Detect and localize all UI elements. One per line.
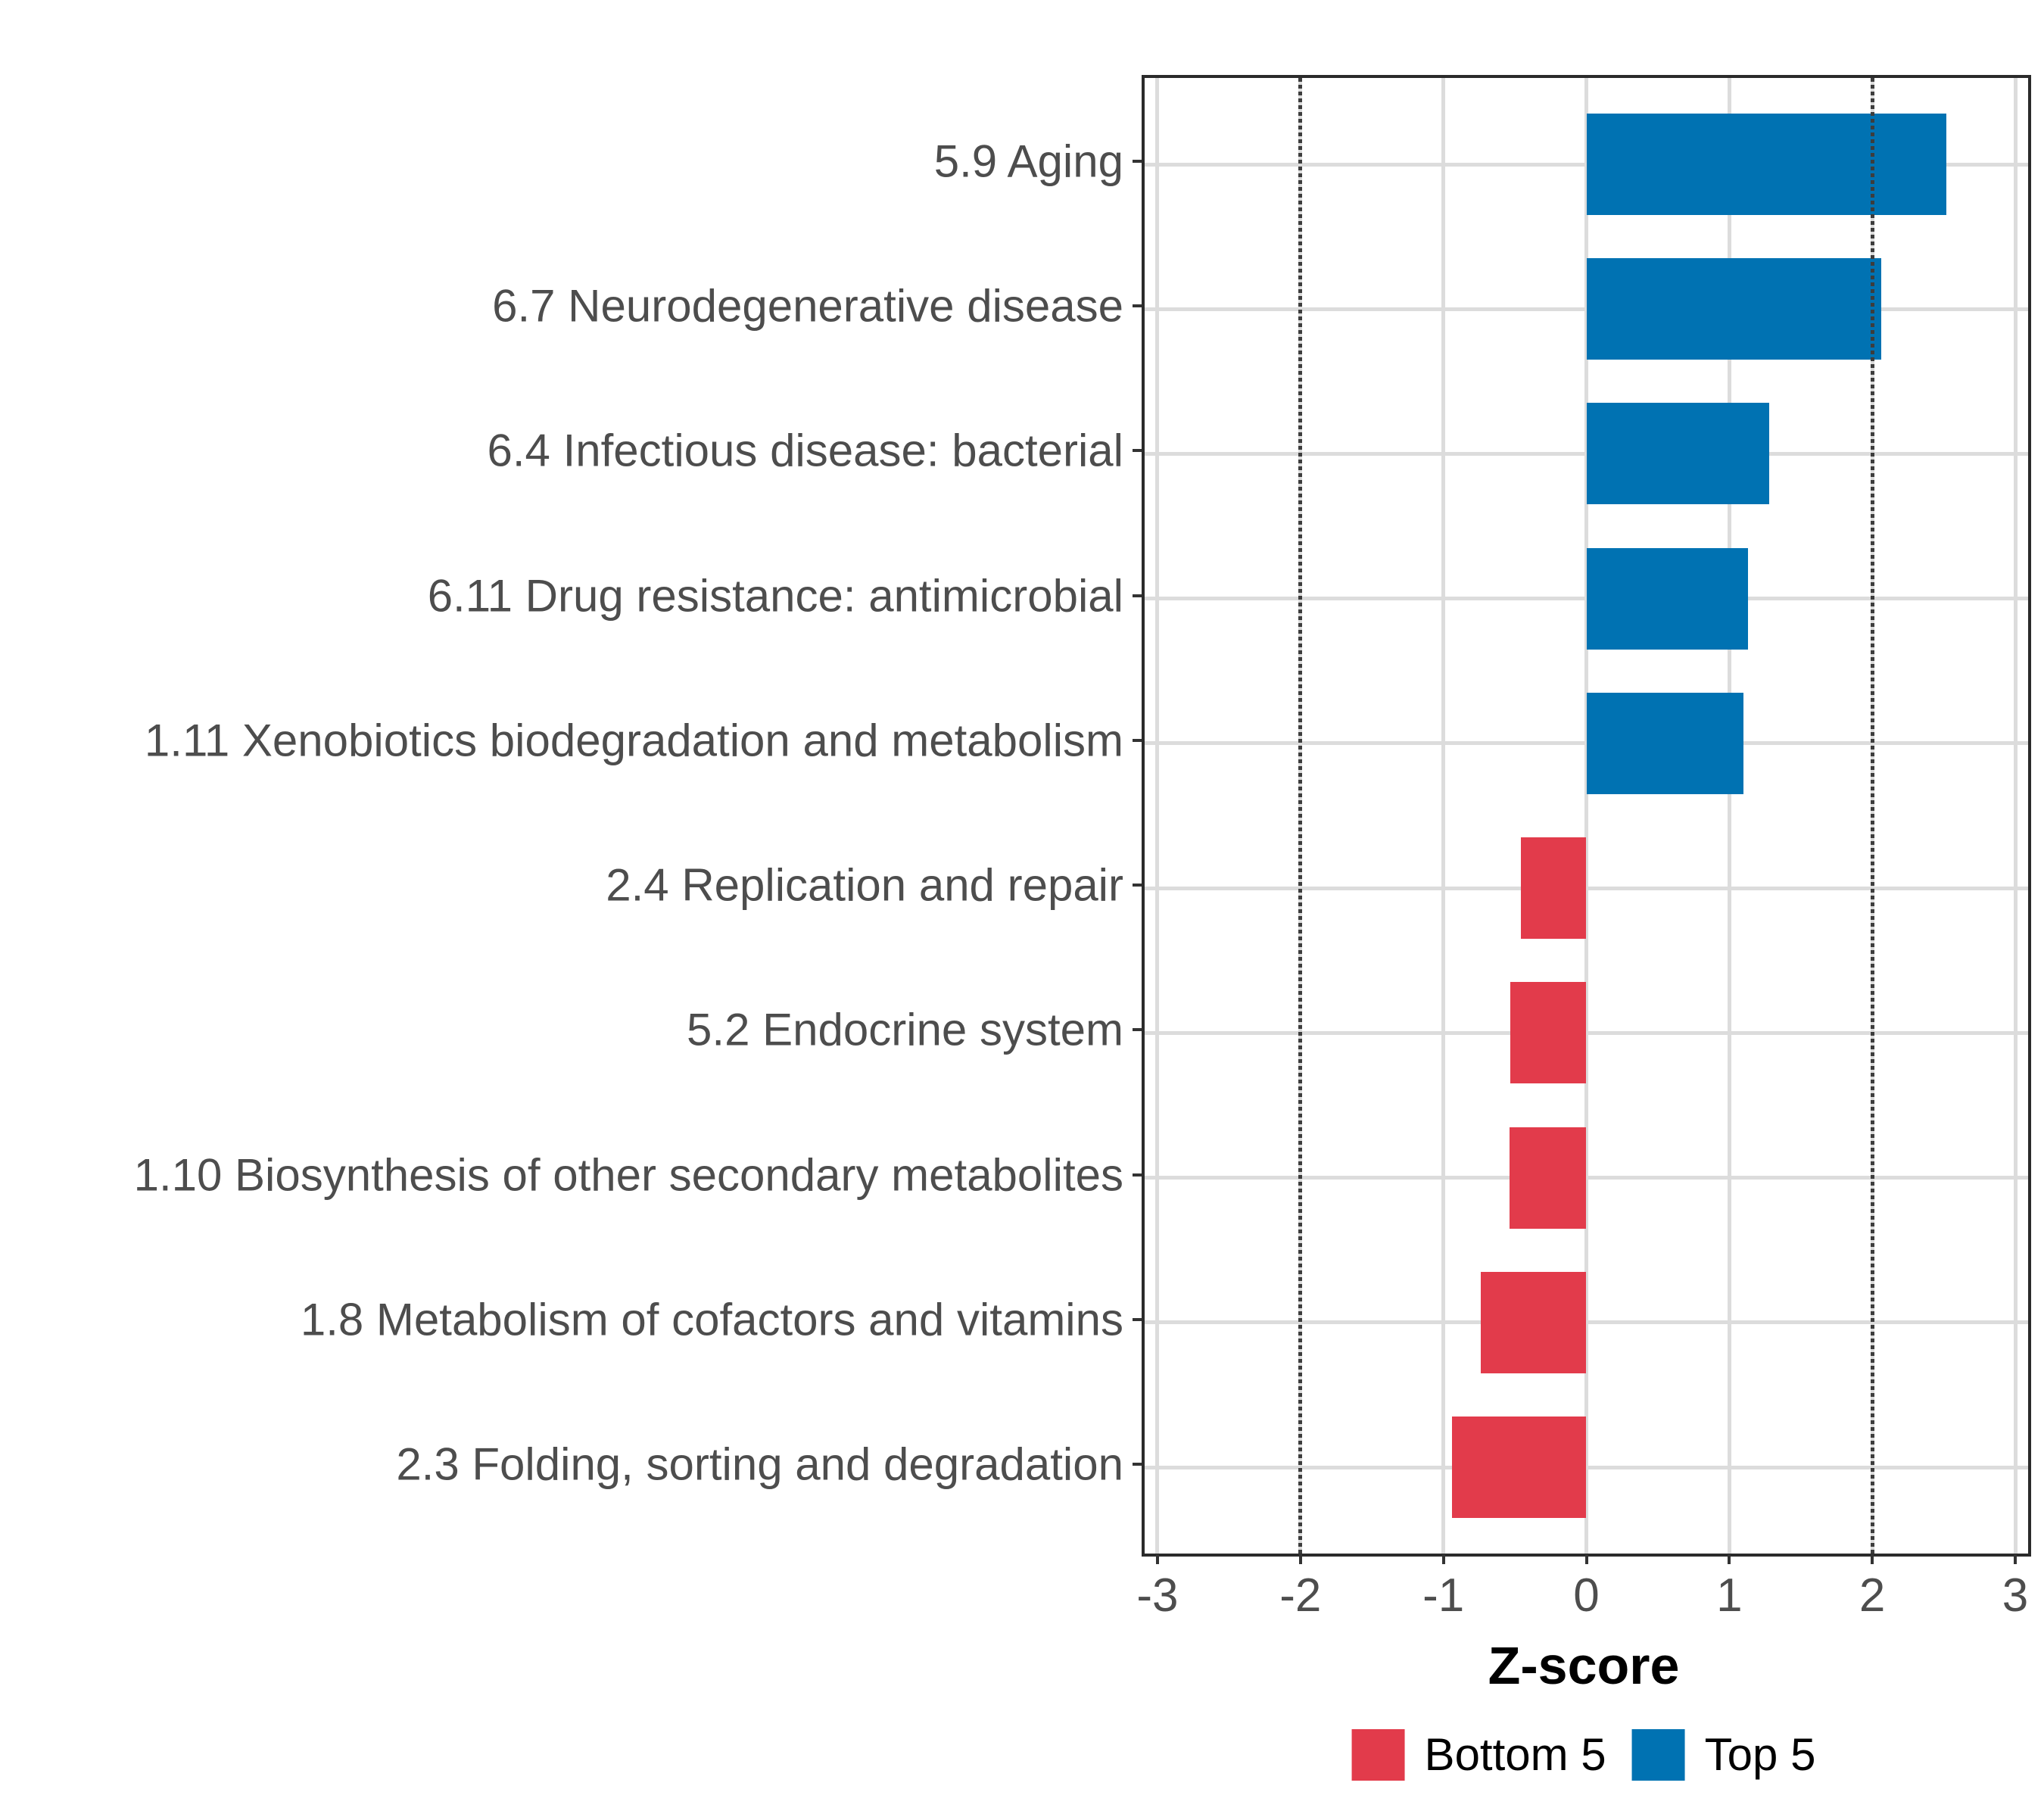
y-axis-label: 1.8 Metabolism of cofactors and vitamins xyxy=(300,1294,1123,1345)
bar-1-8-metabolism-of-cofactors-and-vitamins xyxy=(1480,1271,1587,1373)
x-tick-mark xyxy=(1871,1554,1874,1564)
x-tick-label: -2 xyxy=(1279,1569,1322,1622)
y-axis-label: 5.2 Endocrine system xyxy=(687,1004,1123,1055)
y-tick-mark xyxy=(1133,1028,1142,1032)
x-tick-mark xyxy=(1441,1554,1445,1564)
y-tick-mark xyxy=(1133,304,1142,308)
y-tick-mark xyxy=(1133,160,1142,163)
x-gridline xyxy=(1584,78,1588,1554)
bar-5-2-endocrine-system xyxy=(1510,982,1587,1084)
bar-1-11-xenobiotics-biodegradation-and-metabolism xyxy=(1586,692,1744,794)
x-tick-mark xyxy=(2014,1554,2017,1564)
y-gridline xyxy=(1145,1320,2028,1325)
y-axis-label: 1.10 Biosynthesis of other secondary met… xyxy=(133,1149,1123,1201)
y-tick-mark xyxy=(1133,594,1142,597)
bar-2-4-replication-and-repair xyxy=(1520,837,1587,940)
x-tick-mark xyxy=(1298,1554,1302,1564)
y-tick-mark xyxy=(1133,1317,1142,1321)
x-axis-title: Z-score xyxy=(1488,1636,1680,1695)
bar-6-7-neurodegenerative-disease xyxy=(1586,258,1881,360)
y-axis-label: 2.4 Replication and repair xyxy=(606,859,1123,911)
y-axis-label: 5.9 Aging xyxy=(933,136,1123,187)
y-tick-mark xyxy=(1133,449,1142,453)
legend-swatch xyxy=(1631,1728,1685,1781)
x-gridline xyxy=(1155,78,1160,1554)
y-tick-mark xyxy=(1133,738,1142,742)
y-gridline xyxy=(1145,1030,2028,1035)
x-tick-mark xyxy=(1584,1554,1588,1564)
bar-2-3-folding-sorting-and-degradation xyxy=(1451,1417,1587,1518)
legend-label: Top 5 xyxy=(1704,1729,1816,1780)
y-axis-label: 1.11 Xenobiotics biodegradation and meta… xyxy=(144,715,1123,766)
bar-6-4-infectious-disease-bacterial xyxy=(1586,403,1770,505)
x-tick-label: 2 xyxy=(1859,1569,1886,1622)
x-gridline xyxy=(1441,78,1446,1554)
y-axis-label: 6.7 Neurodegenerative disease xyxy=(492,280,1123,332)
y-tick-mark xyxy=(1133,1463,1142,1466)
x-tick-label: -1 xyxy=(1422,1569,1465,1622)
reference-line xyxy=(1298,78,1303,1554)
x-tick-label: 1 xyxy=(1716,1569,1743,1622)
y-axis-label: 2.3 Folding, sorting and degradation xyxy=(396,1438,1123,1490)
legend-swatch xyxy=(1351,1728,1405,1781)
x-tick-mark xyxy=(1155,1554,1159,1564)
bar-5-9-aging xyxy=(1586,114,1947,215)
x-tick-label: 0 xyxy=(1573,1569,1600,1622)
x-tick-label: -3 xyxy=(1136,1569,1179,1622)
bar-6-11-drug-resistance-antimicrobial xyxy=(1586,547,1748,650)
legend: Bottom 5 Top 5 xyxy=(1351,1728,1816,1781)
y-axis-label: 6.11 Drug resistance: antimicrobial xyxy=(427,570,1123,622)
legend-entry: Bottom 5 xyxy=(1351,1728,1606,1781)
x-gridline xyxy=(2013,78,2018,1554)
x-gridline xyxy=(1727,78,1731,1554)
reference-line xyxy=(1870,78,1874,1554)
x-tick-mark xyxy=(1728,1554,1731,1564)
y-tick-mark xyxy=(1133,1173,1142,1177)
bar-1-10-biosynthesis-of-other-secondary-metabolites xyxy=(1509,1127,1587,1229)
y-tick-mark xyxy=(1133,884,1142,887)
legend-label: Bottom 5 xyxy=(1424,1729,1606,1780)
x-tick-label: 3 xyxy=(2002,1569,2029,1622)
y-gridline xyxy=(1145,1465,2028,1469)
y-gridline xyxy=(1145,886,2028,890)
y-axis-label: 6.4 Infectious disease: bacterial xyxy=(487,425,1124,476)
plot-panel xyxy=(1142,75,2031,1557)
y-gridline xyxy=(1145,1176,2028,1180)
legend-entry: Top 5 xyxy=(1631,1728,1816,1781)
